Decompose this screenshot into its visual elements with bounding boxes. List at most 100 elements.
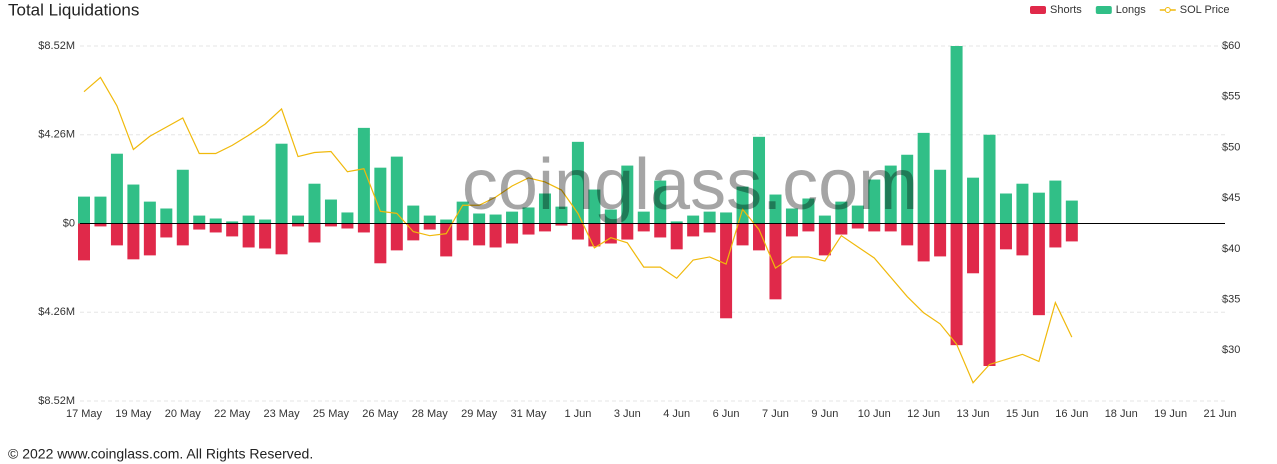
y-tick-label: $8.52M [38,40,75,52]
bar [110,153,123,224]
bar [571,141,584,224]
bar [226,223,239,237]
y2-tick-label: $30 [1222,344,1240,356]
bar [555,223,568,226]
y-tick-label: $0 [63,217,75,229]
x-tick-label: 31 May [510,408,547,420]
bar [127,184,140,224]
x-tick-label: 21 Jun [1203,408,1236,420]
x-tick-label: 17 May [66,408,103,420]
bar [456,223,469,241]
bar [983,223,996,366]
bar [292,215,305,224]
bar [440,219,453,224]
bar [390,223,403,251]
bar [1049,180,1062,224]
y2-tick-label: $60 [1222,40,1240,52]
bar [259,223,272,249]
x-tick-label: 6 Jun [713,408,740,420]
bar [423,223,436,230]
bar [654,180,667,224]
bar [1065,223,1078,242]
y-tick-label: $4.26M [38,129,75,141]
plot: $8.52M $4.26M $0 $4.26M $8.52M $30 $35 $40 $45 $5… [38,4,1240,420]
bar [308,183,321,224]
bar [967,223,980,274]
legend-label: Longs [1116,4,1146,16]
bar [489,223,502,248]
x-tick-label: 4 Jun [663,408,690,420]
bar [571,223,584,240]
x-tick-label: 3 Jun [614,408,641,420]
x-tick-label: 16 Jun [1055,408,1088,420]
bar [176,169,189,224]
bar [720,223,733,319]
y2-tick-label: $40 [1222,243,1240,255]
bar [341,212,354,224]
bar [160,223,173,238]
x-tick-label: 20 May [165,408,202,420]
legend-swatch [1164,7,1171,13]
bar [324,199,337,224]
bar [275,143,288,224]
bar [1032,192,1045,224]
footer: © 2022 www.coinglass.com. All Rights Res… [8,446,313,462]
bar [292,223,305,227]
bar [506,223,519,244]
bar [390,156,403,224]
x-tick-label: 26 May [362,408,399,420]
y-tick-label: $4.26M [38,306,75,318]
bar [621,165,634,224]
bar [374,223,387,264]
bar [868,223,881,232]
bar [94,223,107,227]
bar [341,223,354,229]
bar [1032,223,1045,316]
bar [308,223,321,243]
x-tick-label: 18 Jun [1105,408,1138,420]
bar [1065,200,1078,224]
bar [127,223,140,260]
bar [851,205,864,224]
bar [999,223,1012,250]
bar [78,196,90,224]
bar [901,223,914,246]
bar [374,167,387,224]
bar [143,223,156,256]
bar [242,223,255,248]
bar [687,223,700,237]
bar [884,223,897,232]
bar [1016,183,1029,224]
bar [209,223,222,233]
bar [637,211,650,224]
bar [160,208,173,224]
bar [522,207,535,224]
x-tick-label: 19 May [115,408,152,420]
bar [967,177,980,224]
bar [440,223,453,257]
bar [473,213,486,224]
bar [934,223,947,257]
bar [522,223,535,235]
bar [456,201,469,224]
bar [917,223,930,262]
x-tick-label: 1 Jun [564,408,591,420]
watermark: coinglass.com [462,145,918,225]
bar [473,223,486,246]
x-tick-label: 29 May [461,408,498,420]
bar [1049,223,1062,248]
bar [901,154,914,224]
legend-swatch [1095,6,1112,14]
bar [785,223,798,237]
bar [753,223,766,251]
y2-tick-label: $50 [1222,141,1240,153]
bar [275,223,288,255]
bar [753,136,766,224]
y-tick-label: $8.52M [38,395,75,407]
legend-label: SOL Price [1180,4,1230,16]
bar [703,211,716,224]
bar [670,223,683,250]
bar [94,196,107,224]
bar [1016,223,1029,256]
x-tick-label: 19 Jun [1154,408,1187,420]
